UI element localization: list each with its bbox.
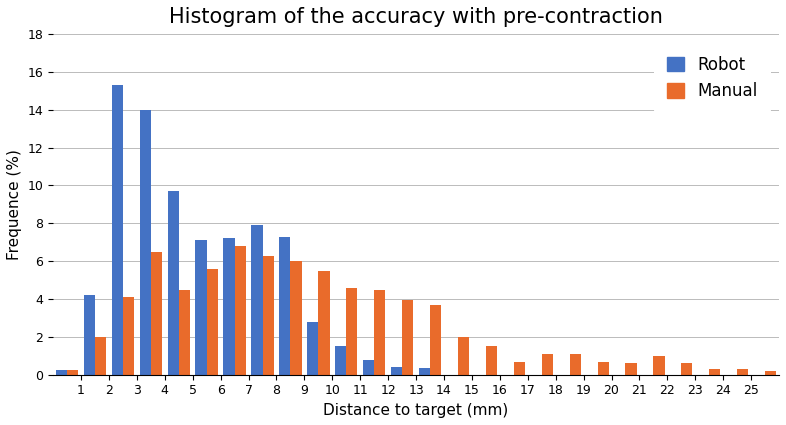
Bar [597, 363, 608, 375]
Bar [291, 261, 302, 375]
Bar [765, 371, 777, 375]
Bar [486, 346, 497, 375]
Bar [458, 337, 469, 375]
Bar [570, 354, 581, 375]
Bar [681, 363, 692, 375]
Bar [318, 271, 329, 375]
Bar [67, 370, 79, 375]
Bar [167, 191, 178, 375]
Bar [196, 241, 207, 375]
Bar [737, 369, 748, 375]
X-axis label: Distance to target (mm): Distance to target (mm) [324, 403, 509, 418]
Bar [419, 368, 430, 375]
Title: Histogram of the accuracy with pre-contraction: Histogram of the accuracy with pre-contr… [169, 7, 663, 27]
Bar [626, 363, 637, 375]
Bar [56, 370, 67, 375]
Bar [252, 225, 263, 375]
Bar [95, 337, 106, 375]
Bar [140, 110, 151, 375]
Bar [335, 346, 347, 375]
Bar [653, 356, 665, 375]
Bar [542, 354, 553, 375]
Bar [112, 85, 123, 375]
Bar [123, 297, 134, 375]
Y-axis label: Frequence (%): Frequence (%) [7, 149, 22, 260]
Bar [514, 363, 525, 375]
Bar [207, 269, 218, 375]
Legend: Robot, Manual: Robot, Manual [654, 42, 771, 113]
Bar [84, 295, 95, 375]
Bar [347, 288, 358, 375]
Bar [430, 305, 441, 375]
Bar [709, 369, 721, 375]
Bar [391, 367, 402, 375]
Bar [263, 255, 274, 375]
Bar [178, 289, 190, 375]
Bar [223, 238, 234, 375]
Bar [402, 300, 413, 375]
Bar [374, 289, 385, 375]
Bar [363, 360, 374, 375]
Bar [279, 237, 291, 375]
Bar [307, 322, 318, 375]
Bar [151, 252, 162, 375]
Bar [234, 246, 246, 375]
